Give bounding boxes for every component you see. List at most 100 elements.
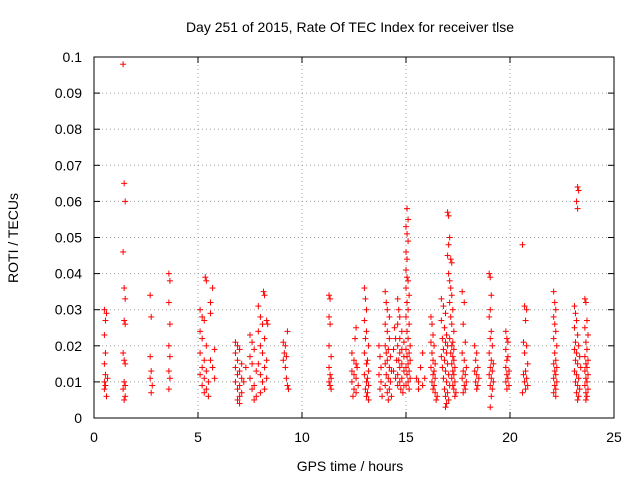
data-point — [242, 364, 249, 371]
data-point — [257, 389, 264, 396]
data-point — [349, 393, 356, 400]
data-point — [386, 386, 393, 393]
data-point — [382, 288, 389, 295]
data-point — [394, 295, 401, 302]
data-point — [122, 321, 129, 328]
data-point — [446, 335, 453, 342]
data-point — [207, 299, 214, 306]
data-point — [431, 342, 438, 349]
data-point — [432, 360, 439, 367]
data-point — [283, 375, 290, 382]
data-point — [384, 389, 391, 396]
data-point — [326, 342, 333, 349]
data-point — [403, 266, 409, 273]
data-point — [351, 371, 357, 378]
data-point — [396, 378, 403, 385]
data-point — [102, 317, 109, 324]
data-point — [550, 360, 557, 367]
data-point — [445, 212, 452, 219]
data-point — [201, 317, 208, 324]
data-point — [444, 252, 451, 259]
data-point — [259, 350, 266, 357]
data-point — [362, 386, 369, 393]
data-point — [582, 339, 589, 346]
data-point — [201, 389, 208, 396]
data-point — [251, 396, 258, 403]
data-point — [421, 375, 428, 382]
data-point — [473, 371, 480, 378]
data-point — [432, 389, 439, 396]
data-point — [574, 396, 581, 403]
data-point — [234, 386, 241, 393]
data-point — [251, 382, 258, 389]
data-point — [394, 321, 401, 328]
data-point — [282, 364, 289, 371]
data-point — [395, 306, 402, 313]
data-point — [503, 357, 510, 364]
data-point — [521, 350, 528, 357]
data-point — [234, 342, 241, 349]
data-point — [550, 389, 557, 396]
data-point — [122, 360, 129, 367]
data-point — [327, 382, 334, 389]
data-point — [471, 368, 478, 375]
data-point — [404, 230, 411, 237]
data-point — [440, 346, 447, 353]
y-tick-label: 0.1 — [63, 49, 83, 65]
data-point — [232, 378, 239, 385]
data-point — [353, 324, 360, 331]
data-point — [404, 353, 411, 360]
data-point — [102, 350, 109, 357]
data-point — [165, 270, 172, 277]
data-point — [403, 285, 409, 292]
data-point — [249, 339, 256, 346]
data-point — [575, 375, 582, 382]
data-point — [486, 270, 493, 277]
data-point — [575, 342, 582, 349]
data-point — [448, 321, 455, 328]
data-point — [471, 342, 478, 349]
data-point — [257, 313, 264, 320]
data-point — [405, 277, 412, 284]
data-point — [472, 357, 479, 364]
data-point — [407, 375, 414, 382]
data-point — [392, 375, 399, 382]
data-point — [391, 324, 398, 331]
data-point — [363, 393, 370, 400]
data-point — [448, 259, 455, 266]
data-point — [449, 306, 456, 313]
data-point — [377, 353, 383, 360]
data-point — [205, 378, 212, 385]
data-point — [582, 389, 589, 396]
data-point — [522, 386, 529, 393]
data-point — [102, 371, 109, 378]
data-point — [450, 371, 457, 378]
data-point — [419, 382, 426, 389]
data-point — [101, 306, 108, 313]
data-point — [581, 295, 588, 302]
data-point — [487, 306, 494, 313]
y-tick-label: 0.06 — [55, 193, 82, 209]
data-point — [582, 396, 589, 403]
data-point — [327, 321, 334, 328]
data-point — [103, 393, 110, 400]
data-point — [257, 342, 264, 349]
data-point — [378, 378, 385, 385]
data-point — [383, 371, 390, 378]
data-point — [451, 364, 458, 371]
x-tick-label: 0 — [90, 429, 98, 445]
data-point — [395, 357, 402, 364]
data-point — [552, 328, 559, 335]
data-point — [390, 368, 397, 375]
data-point — [445, 371, 452, 378]
data-point — [502, 328, 509, 335]
data-point — [443, 378, 450, 385]
data-point — [404, 205, 411, 212]
data-point — [385, 375, 392, 382]
data-point — [253, 393, 260, 400]
data-point — [403, 364, 409, 371]
data-point — [571, 346, 578, 353]
data-point — [327, 371, 334, 378]
y-axis-label: ROTI / TECUs — [5, 193, 21, 283]
data-point — [573, 350, 580, 357]
